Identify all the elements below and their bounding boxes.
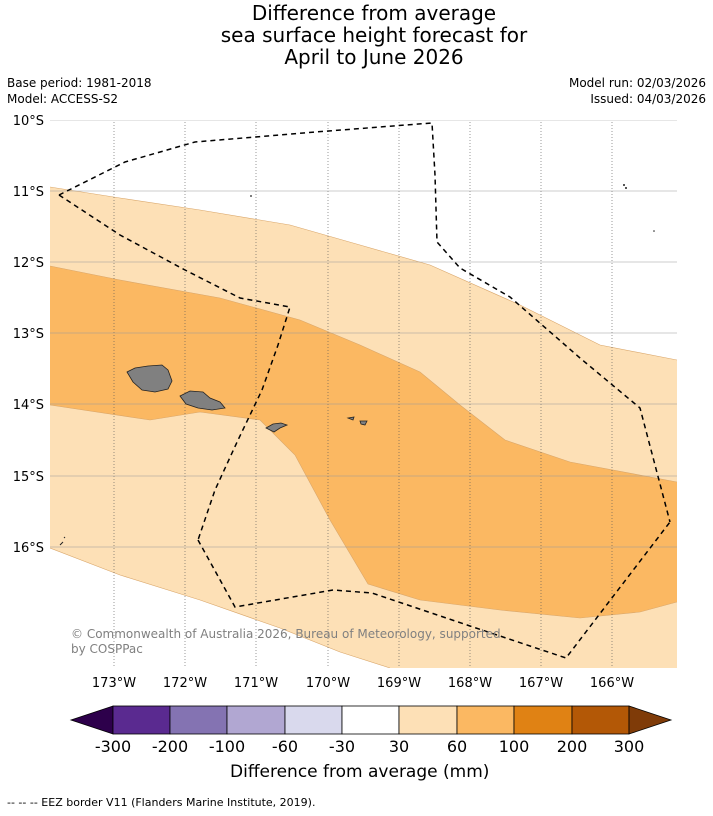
island-savaii	[126, 364, 173, 393]
colorbar-tick: -300	[95, 737, 131, 756]
colorbar-over-triangle	[628, 705, 673, 735]
lon-label: 170°W	[306, 676, 350, 691]
copyright-line-2: by COSPPac	[71, 642, 143, 656]
colorbar-tick: -30	[329, 737, 355, 756]
contour-band-30-60-south	[368, 584, 677, 668]
latitude-labels: 10°S 11°S 12°S 13°S 14°S 15°S 16°S	[13, 114, 44, 556]
lon-label: 168°W	[448, 676, 492, 691]
lat-label: 14°S	[13, 398, 44, 413]
colorbar-segment	[571, 705, 630, 735]
lon-label: 166°W	[590, 676, 634, 691]
colorbar-segment	[398, 705, 458, 735]
eez-border-samoa	[58, 194, 291, 541]
colorbar	[69, 705, 673, 735]
colorbar-segment	[456, 705, 515, 735]
colorbar-segment	[169, 705, 228, 735]
island-tutuila	[265, 422, 289, 433]
lon-label: 167°W	[519, 676, 563, 691]
contour-band-60-100	[50, 266, 677, 618]
eez-border-american-samoa	[197, 521, 671, 659]
colorbar-segment	[341, 705, 400, 735]
latitude-gridlines	[50, 120, 677, 548]
colorbar-tick: -100	[209, 737, 245, 756]
title-line-2: sea surface height forecast for	[220, 23, 528, 47]
colorbar-label: Difference from average (mm)	[230, 762, 490, 782]
title-line-1: Difference from average	[251, 1, 497, 25]
lon-label: 171°W	[234, 676, 278, 691]
islet-sw	[59, 536, 66, 546]
colorbar-tick: 30	[389, 737, 409, 756]
colorbar-tick: 200	[557, 737, 588, 756]
model-run: Model run: 02/03/2026	[568, 76, 706, 90]
colorbar-segment	[226, 705, 286, 735]
lat-label: 10°S	[13, 114, 44, 129]
model-name: Model: ACCESS-S2	[7, 92, 119, 106]
lon-label: 173°W	[92, 676, 136, 691]
lat-label: 11°S	[13, 185, 44, 200]
issued-date: Issued: 04/03/2026	[590, 92, 706, 106]
contour-line-60-south	[50, 404, 677, 619]
islet-ne-1	[623, 184, 625, 186]
lat-label: 12°S	[13, 256, 44, 271]
island-upolu	[179, 390, 226, 411]
eez-footnote: -- -- -- EEZ border V11 (Flanders Marine…	[7, 796, 316, 809]
lat-label: 16°S	[13, 541, 44, 556]
eez-border-tokelau	[58, 122, 671, 523]
copyright-line-1: © Commonwealth of Australia 2026, Bureau…	[71, 627, 501, 641]
title-line-3: April to June 2026	[284, 45, 464, 69]
colorbar-segment	[284, 705, 343, 735]
colorbar-segment	[112, 705, 171, 735]
lon-label: 169°W	[377, 676, 421, 691]
contour-line-30	[50, 186, 677, 361]
colorbar-ticks: -300 -200 -100 -60 -30 30 60 100 200 300	[95, 737, 644, 756]
longitude-gridlines	[113, 120, 613, 668]
meta-right: Model run: 02/03/2026 Issued: 04/03/2026	[569, 75, 706, 107]
islet-east	[653, 230, 655, 232]
map-title: Difference from average sea surface heig…	[0, 2, 713, 68]
longitude-labels: 173°W 172°W 171°W 170°W 169°W 168°W 167°…	[92, 676, 634, 691]
colorbar-segment	[513, 705, 573, 735]
map-area: © Commonwealth of Australia 2026, Bureau…	[50, 120, 677, 668]
island-ofu-olosega	[346, 416, 368, 426]
colorbar-under-triangle	[69, 705, 114, 735]
colorbar-tick: -200	[152, 737, 188, 756]
lon-label: 172°W	[163, 676, 207, 691]
islet-north	[250, 195, 252, 197]
colorbar-tick: 300	[614, 737, 645, 756]
base-period: Base period: 1981-2018	[7, 76, 152, 90]
islet-ne-2	[625, 187, 627, 189]
contour-line-30-south	[50, 547, 391, 668]
colorbar-tick: 60	[447, 737, 467, 756]
colorbar-tick: 100	[499, 737, 530, 756]
colorbar-tick: -60	[272, 737, 298, 756]
lat-label: 13°S	[13, 327, 44, 342]
contour-line-60	[50, 265, 677, 483]
meta-left: Base period: 1981-2018 Model: ACCESS-S2	[7, 75, 152, 107]
lat-label: 15°S	[13, 470, 44, 485]
